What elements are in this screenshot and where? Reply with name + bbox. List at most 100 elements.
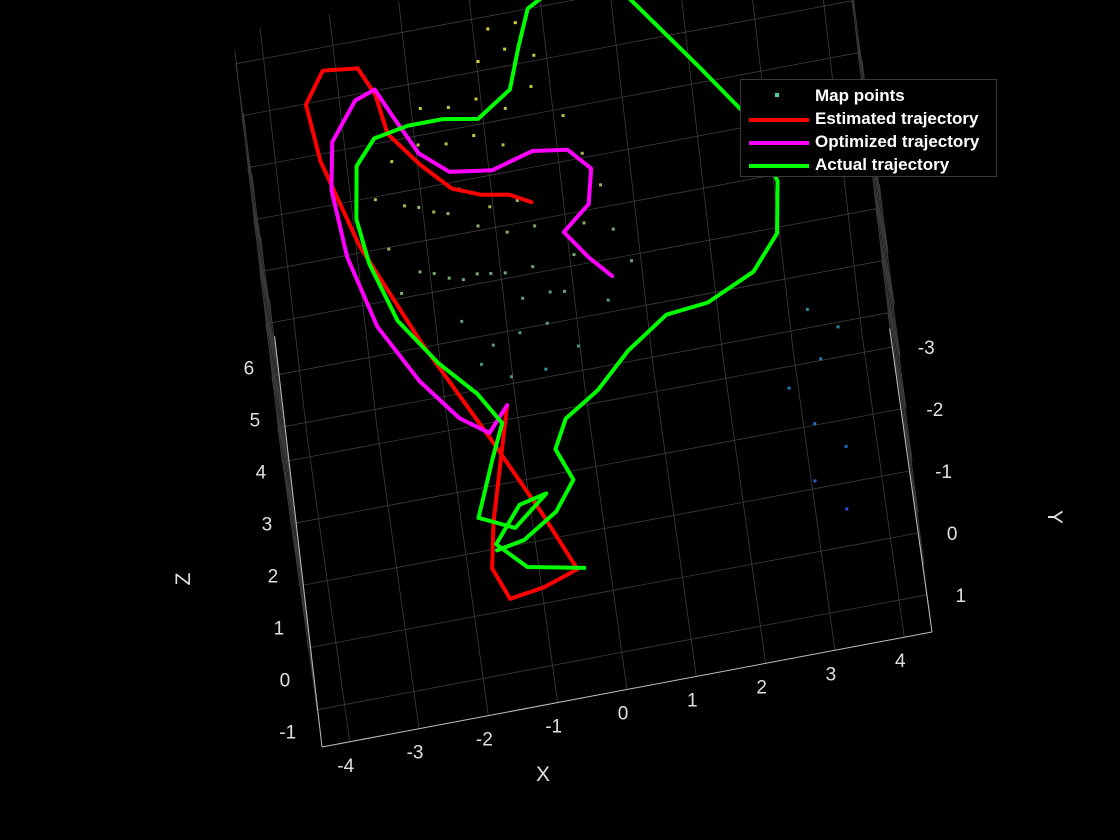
x-tick-label: 1 <box>687 690 698 711</box>
optimized-line-swatch-icon <box>749 141 809 145</box>
map-point <box>474 97 478 101</box>
map-point <box>813 422 817 426</box>
floor-grid-line <box>282 346 893 463</box>
grid-lines <box>234 0 933 748</box>
legend-label: Optimized trajectory <box>815 132 980 151</box>
floor-grid-line <box>722 359 767 664</box>
floor-grid-line <box>861 333 905 638</box>
floor-grid-line <box>308 532 919 649</box>
map-point <box>373 198 377 202</box>
map-point <box>805 307 809 311</box>
x-axis-label: X <box>536 763 550 786</box>
map-point <box>400 291 404 295</box>
legend-item-actual-trajectory: Actual trajectory <box>741 153 996 176</box>
legend-label: Estimated trajectory <box>815 109 979 128</box>
x-tick-label: -2 <box>476 730 493 751</box>
legend-label: Actual trajectory <box>815 155 950 174</box>
map-point <box>513 21 517 25</box>
floor-grid-line <box>316 594 927 711</box>
y-axis-line <box>889 328 933 633</box>
map-point <box>461 278 465 282</box>
trajectories-layer <box>303 0 780 601</box>
map-point <box>532 53 536 57</box>
map-point <box>606 298 610 302</box>
map-point <box>521 296 525 300</box>
map-point <box>489 271 493 275</box>
back-wall-grid-line <box>277 312 888 429</box>
z-tick-label: 4 <box>256 462 267 483</box>
back-wall-grid-line <box>235 0 577 65</box>
back-wall-grid-line <box>468 0 516 400</box>
x-axis-line <box>321 631 933 748</box>
right-wall-grid-line <box>881 260 925 565</box>
map-point <box>611 227 615 231</box>
map-point <box>503 47 507 51</box>
left-wall-grid-line <box>277 427 321 732</box>
estimated-trajectory-line <box>303 66 580 601</box>
map-point <box>444 142 448 146</box>
map-point <box>416 143 420 147</box>
map-point <box>813 479 817 483</box>
map-point <box>432 272 436 276</box>
y-tick-label: -2 <box>926 400 943 421</box>
legend-item-estimated-trajectory: Estimated trajectory <box>741 107 996 130</box>
y-axis-label: Y <box>1043 510 1066 524</box>
left-wall-grid-line <box>241 115 285 420</box>
map-point <box>491 343 495 347</box>
z-tick-label: -1 <box>279 722 296 743</box>
map-point <box>582 221 586 225</box>
map-points-layer <box>373 21 849 511</box>
tick-labels: -4 -3 -2 -1 0 1 2 3 4 -3 -2 -1 0 1 -1 0 1 2 3 4 5 6 <box>244 338 966 777</box>
map-point <box>572 253 576 257</box>
map-point <box>486 27 490 31</box>
back-wall-grid-line <box>247 52 858 169</box>
legend-item-map-points: Map points <box>741 84 996 107</box>
x-tick-label: 4 <box>895 651 906 672</box>
x-tick-label: -4 <box>337 756 354 777</box>
map-point <box>548 290 552 294</box>
back-wall-grid-line <box>271 260 882 377</box>
map-point <box>510 375 514 379</box>
left-wall-grid-line <box>259 271 303 576</box>
z-tick-label: 5 <box>250 410 261 431</box>
y-tick-label: 0 <box>947 524 958 545</box>
z-axis-line <box>274 336 323 748</box>
map-point <box>515 199 519 203</box>
back-wall-grid-line <box>259 27 308 439</box>
map-point <box>545 321 549 325</box>
map-point <box>503 271 507 275</box>
map-point <box>576 344 580 348</box>
floor-grid-line <box>299 470 910 587</box>
map-point <box>561 114 565 118</box>
map-point <box>531 265 535 269</box>
y-tick-label: -1 <box>935 462 952 483</box>
map-point <box>488 205 492 209</box>
map-point <box>476 224 480 228</box>
floor-grid-line <box>653 372 697 677</box>
z-axis-label: Z <box>172 572 195 585</box>
z-tick-label: 2 <box>268 566 279 587</box>
right-wall-grid-line <box>869 156 913 461</box>
map-point <box>390 160 394 164</box>
map-point <box>418 106 422 110</box>
floor-grid-line <box>584 385 628 690</box>
floor-grid-line <box>792 346 836 651</box>
x-tick-label: 2 <box>756 677 767 698</box>
map-point <box>501 143 505 147</box>
y-tick-label: 1 <box>956 586 967 607</box>
map-point <box>518 331 522 335</box>
map-point <box>446 212 450 216</box>
map-point <box>844 444 848 448</box>
map-point <box>403 204 407 208</box>
map-point <box>563 289 567 293</box>
map-point <box>460 319 464 323</box>
back-wall-grid-line <box>398 1 447 413</box>
x-tick-label: -1 <box>545 717 562 738</box>
map-point <box>505 230 509 234</box>
map-point <box>387 247 391 251</box>
back-wall-grid-line <box>681 0 724 360</box>
floor-grid-line <box>514 398 559 703</box>
map-point <box>418 270 422 274</box>
actual-line-swatch-icon <box>749 164 809 168</box>
